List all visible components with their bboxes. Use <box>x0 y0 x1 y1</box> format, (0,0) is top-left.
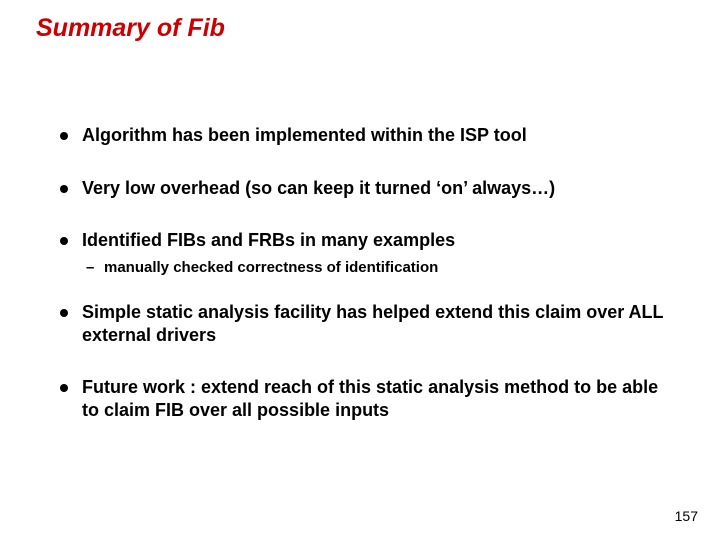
slide-title: Summary of Fib <box>36 14 225 43</box>
bullet-text: Very low overhead (so can keep it turned… <box>82 178 555 198</box>
list-item: Identified FIBs and FRBs in many example… <box>58 229 680 277</box>
slide: Summary of Fib Algorithm has been implem… <box>0 0 720 540</box>
list-item: Algorithm has been implemented within th… <box>58 124 680 147</box>
slide-body: Algorithm has been implemented within th… <box>58 124 680 451</box>
list-item: Very low overhead (so can keep it turned… <box>58 177 680 200</box>
page-number: 157 <box>675 508 698 524</box>
sub-list-item: manually checked correctness of identifi… <box>82 258 680 278</box>
bullet-text: Algorithm has been implemented within th… <box>82 125 527 145</box>
sub-bullet-text: manually checked correctness of identifi… <box>104 259 438 276</box>
bullet-text: Identified FIBs and FRBs in many example… <box>82 230 455 250</box>
bullet-text: Future work : extend reach of this stati… <box>82 377 658 420</box>
sub-bullet-list: manually checked correctness of identifi… <box>82 258 680 278</box>
list-item: Simple static analysis facility has help… <box>58 301 680 346</box>
bullet-text: Simple static analysis facility has help… <box>82 302 663 345</box>
bullet-list: Algorithm has been implemented within th… <box>58 124 680 421</box>
list-item: Future work : extend reach of this stati… <box>58 376 680 421</box>
